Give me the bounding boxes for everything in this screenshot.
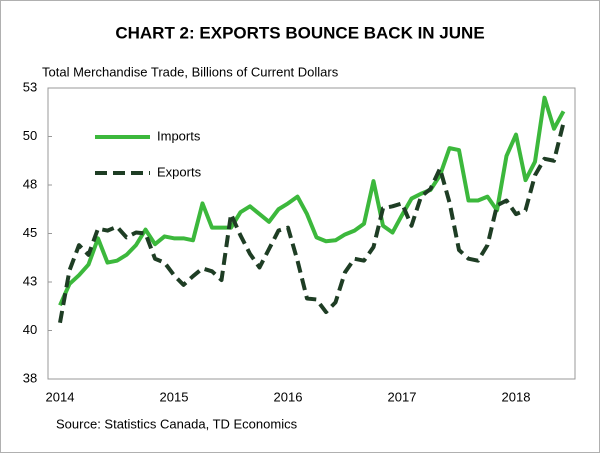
x-tick-label: 2015 bbox=[160, 389, 189, 404]
chart-title: CHART 2: EXPORTS BOUNCE BACK IN JUNE bbox=[115, 23, 484, 42]
y-tick-label: 38 bbox=[23, 370, 37, 385]
x-tick-label: 2014 bbox=[46, 389, 75, 404]
series-line bbox=[58, 122, 566, 324]
y-tick-label: 43 bbox=[23, 273, 37, 288]
legend-label: Exports bbox=[157, 164, 202, 179]
y-tick-label: 40 bbox=[23, 322, 37, 337]
x-tick-label: 2017 bbox=[388, 389, 417, 404]
subtitle: Total Merchandise Trade, Billions of Cur… bbox=[42, 64, 339, 79]
series-line bbox=[58, 95, 566, 307]
y-tick-label: 45 bbox=[23, 225, 37, 240]
source: Source: Statistics Canada, TD Economics bbox=[56, 416, 298, 431]
legend-label: Imports bbox=[157, 128, 201, 143]
y-tick-label: 50 bbox=[23, 128, 37, 143]
y-tick-label: 53 bbox=[23, 79, 37, 94]
x-tick-label: 2016 bbox=[274, 389, 303, 404]
x-tick-label: 2018 bbox=[502, 389, 531, 404]
y-tick-label: 48 bbox=[23, 176, 37, 191]
